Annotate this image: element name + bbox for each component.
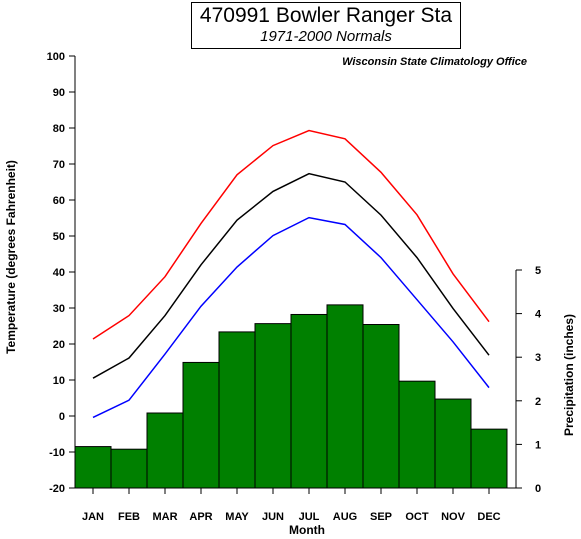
precip-bar-jan <box>74 446 112 489</box>
precip-bar-oct <box>398 380 436 489</box>
x-tick-label-jul: JUL <box>299 511 320 523</box>
left-tick-label: 60 <box>53 195 65 207</box>
right-tick-label: 4 <box>535 309 542 321</box>
precip-bar-mar <box>146 412 184 489</box>
x-tick-label-dec: DEC <box>477 511 500 523</box>
precip-bar-aug <box>326 304 364 489</box>
x-tick-label-apr: APR <box>189 511 212 523</box>
precip-bar-jul <box>290 313 328 489</box>
x-tick-label-aug: AUG <box>333 511 357 523</box>
x-tick-label-nov: NOV <box>441 511 466 523</box>
right-tick-label: 0 <box>535 483 541 495</box>
y-axis-label-left: Temperature (degrees Fahrenheit) <box>4 160 18 354</box>
precipitation-bars <box>74 304 508 489</box>
left-tick-label: 30 <box>53 303 65 315</box>
precip-bar-dec <box>470 428 508 489</box>
x-axis-label: Month <box>289 523 325 537</box>
x-tick-label-oct: OCT <box>405 511 429 523</box>
right-tick-label: 5 <box>535 265 541 277</box>
left-tick-label: -20 <box>49 483 65 495</box>
right-tick-label: 1 <box>535 439 541 451</box>
right-tick-label: 2 <box>535 396 541 408</box>
left-tick-label: 20 <box>53 339 65 351</box>
x-tick-label-mar: MAR <box>152 511 177 523</box>
x-tick-label-jun: JUN <box>262 511 284 523</box>
x-tick-label-jan: JAN <box>82 511 104 523</box>
left-tick-label: 80 <box>53 123 65 135</box>
precip-bar-feb <box>110 448 148 489</box>
left-tick-label: 90 <box>53 87 65 99</box>
chart-title-box: 470991 Bowler Ranger Sta 1971-2000 Norma… <box>191 2 461 49</box>
temperature-series-red <box>92 129 490 340</box>
x-tick-label-sep: SEP <box>370 511 392 523</box>
left-tick-label: 0 <box>59 411 65 423</box>
right-tick-label: 3 <box>535 352 541 364</box>
axes: -20 -10 0 10 20 30 40 50 60 70 80 90 100 0 1 2 3 4 5 JAN FEB… <box>47 51 542 523</box>
left-tick-label: 70 <box>53 159 65 171</box>
source-credit: Wisconsin State Climatology Office <box>342 56 527 68</box>
x-tick-label-may: MAY <box>225 511 249 523</box>
precip-bar-may <box>218 331 256 489</box>
left-tick-label: -10 <box>49 447 65 459</box>
left-tick-label: 10 <box>53 375 65 387</box>
temperature-lines <box>92 129 490 419</box>
y-axis-label-right: Precipitation (inches) <box>562 314 576 436</box>
temperature-series-blue <box>92 216 490 419</box>
precip-bar-apr <box>182 361 220 489</box>
precip-bar-nov <box>434 398 472 489</box>
left-tick-label: 100 <box>47 51 65 63</box>
left-tick-label: 50 <box>53 231 65 243</box>
chart-title: 470991 Bowler Ranger Sta <box>199 4 453 27</box>
left-tick-label: 40 <box>53 267 65 279</box>
precip-bar-jun <box>254 323 292 489</box>
temperature-series-black <box>92 172 490 379</box>
x-tick-label-feb: FEB <box>118 511 140 523</box>
chart-subtitle: 1971-2000 Normals <box>260 28 392 45</box>
precip-bar-sep <box>362 324 400 489</box>
